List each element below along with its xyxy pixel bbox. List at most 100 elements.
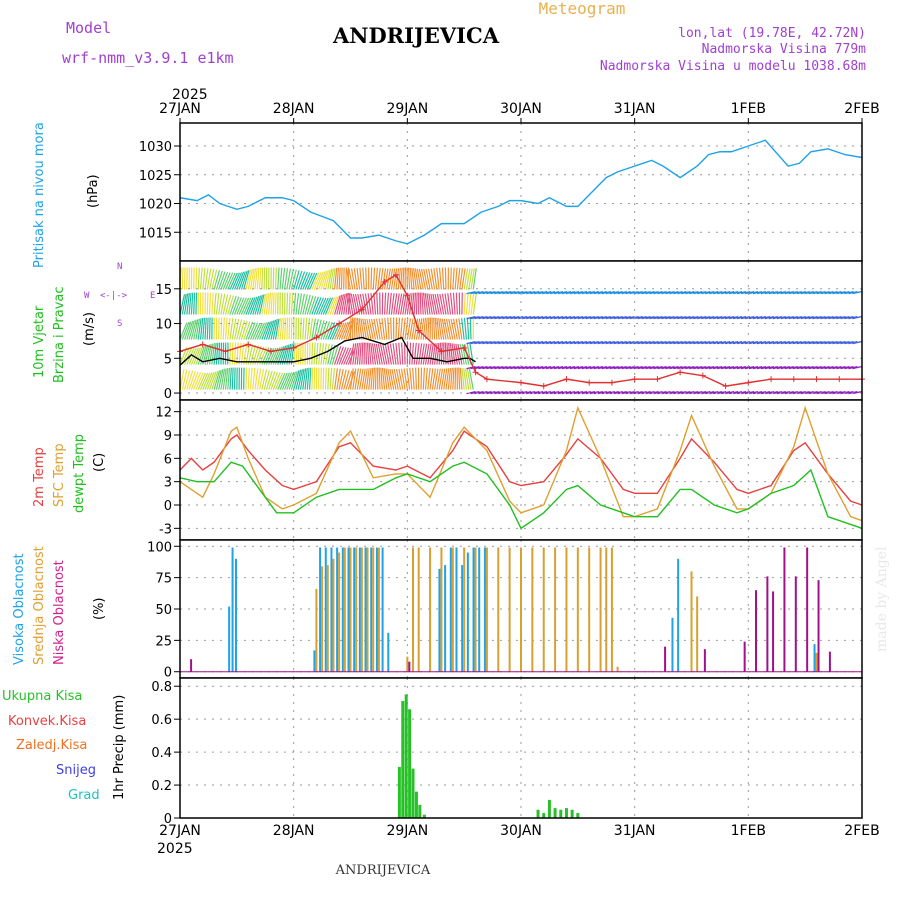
- wind-vector: [713, 340, 723, 345]
- wind-vector: [333, 368, 338, 390]
- wind-vector: [514, 366, 524, 370]
- wind-vector: [430, 293, 436, 315]
- gust-marker: [461, 344, 468, 351]
- wind-vector: [784, 290, 794, 295]
- wind-vector: [601, 366, 611, 370]
- wind-vector: [465, 268, 471, 290]
- wind-vector: [290, 292, 294, 315]
- wind-vector: [597, 391, 607, 395]
- wind-vector: [458, 367, 461, 390]
- wind-vector: [199, 317, 204, 340]
- wind-vector: [549, 315, 560, 320]
- wind-vector: [637, 340, 647, 345]
- wind-vector: [482, 391, 492, 395]
- wind-vector: [220, 293, 226, 315]
- bar: [381, 547, 384, 672]
- wind-vector: [327, 367, 330, 390]
- wind-vector: [466, 340, 476, 345]
- wind-vector: [478, 290, 488, 295]
- wind-vector: [420, 268, 427, 290]
- wind-vector: [322, 343, 327, 365]
- wind-vector: [426, 293, 431, 315]
- precip-panel: 0 0.2 0.4 0.6 0.8: [151, 677, 863, 827]
- wind-vector: [336, 322, 345, 340]
- wind-vector: [348, 293, 354, 315]
- wind-vector: [324, 321, 333, 340]
- wind-vector: [354, 343, 359, 365]
- wind-vector: [705, 340, 715, 345]
- wind-vector: [218, 369, 224, 390]
- wind-vector: [277, 267, 280, 290]
- wind-vector: [752, 290, 763, 295]
- wind-vector: [340, 321, 349, 340]
- wind-vector: [297, 369, 304, 390]
- wind-vector: [206, 292, 209, 315]
- wind-vector: [243, 321, 251, 340]
- wind-vector: [569, 290, 580, 295]
- wind-vector: [206, 268, 212, 290]
- wind-vector: [415, 367, 418, 390]
- wind-vector: [530, 340, 540, 345]
- wind-vector: [561, 391, 572, 395]
- wind-vector: [717, 290, 727, 295]
- compass-e: E: [150, 291, 155, 301]
- bar: [497, 547, 500, 672]
- temp-unit: (C): [92, 453, 107, 472]
- wind-vector: [186, 293, 190, 315]
- wind-vector: [218, 342, 221, 365]
- wind-vector: [553, 340, 564, 345]
- wind-vector: [796, 340, 806, 345]
- wind-vector: [498, 315, 508, 320]
- wind-vector: [526, 315, 536, 320]
- wind-vector: [514, 290, 524, 295]
- wind-vector: [438, 342, 442, 365]
- wind-vector: [689, 366, 699, 370]
- wind-vector: [261, 267, 264, 290]
- wind-vector: [252, 322, 261, 340]
- bar: [326, 565, 329, 672]
- wind-vector: [661, 340, 671, 345]
- wind-vector: [240, 343, 245, 365]
- wind-vector: [589, 290, 600, 295]
- wind-vector: [581, 366, 592, 370]
- bar: [417, 547, 420, 672]
- wind-vector: [455, 292, 458, 315]
- wind-vector: [593, 391, 603, 395]
- wind-vector: [617, 290, 627, 295]
- bar: [553, 808, 557, 818]
- wind-vector: [215, 369, 222, 390]
- wind-vector: [397, 293, 403, 315]
- wind-vector: [510, 315, 520, 320]
- bar: [605, 547, 608, 672]
- gust-marker: [472, 369, 479, 376]
- wind-vector: [422, 343, 428, 365]
- wind-vector: [238, 271, 246, 290]
- y-tick-label: 0.2: [151, 779, 172, 794]
- wind-vector: [474, 290, 484, 295]
- wind-vector: [601, 315, 611, 320]
- wind-vector: [820, 315, 830, 320]
- wind-vector: [541, 315, 552, 320]
- wind-vector: [526, 290, 536, 295]
- wind-vector: [629, 340, 639, 345]
- series-line: [179, 405, 863, 522]
- bar: [387, 632, 390, 672]
- wind-vector: [852, 340, 862, 345]
- wind-unit: (m/s): [82, 312, 97, 346]
- wind-vector: [359, 293, 365, 315]
- wind-vector: [728, 340, 739, 345]
- wind-vector: [206, 372, 215, 390]
- wind-vector: [752, 315, 763, 320]
- bar: [576, 813, 580, 818]
- wind-vector: [362, 267, 365, 290]
- wind-vector: [463, 292, 466, 315]
- wind-vector: [661, 315, 671, 320]
- wind-vector: [220, 271, 229, 290]
- wind-vector: [320, 297, 329, 315]
- wind-vector: [261, 293, 267, 315]
- wind-vector: [641, 340, 651, 345]
- wind-vector: [486, 391, 496, 395]
- wind-vector: [470, 315, 480, 320]
- wind-vector: [383, 368, 388, 390]
- wind-vector: [812, 290, 822, 295]
